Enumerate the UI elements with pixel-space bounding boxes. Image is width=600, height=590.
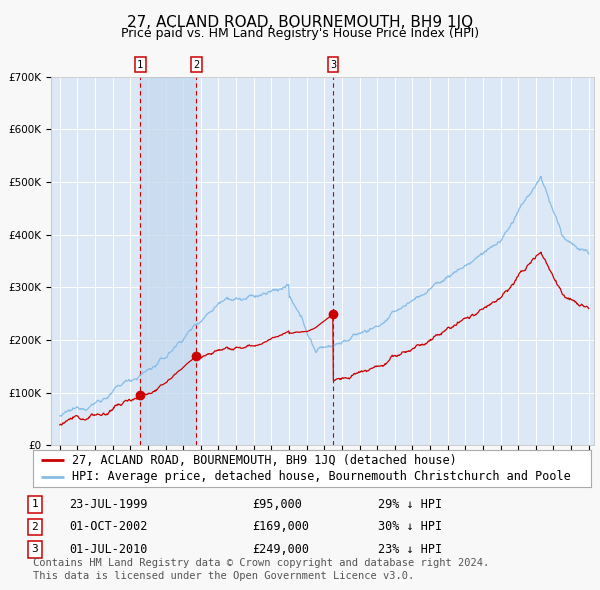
- Bar: [140, 77, 196, 445]
- Text: 2: 2: [193, 60, 200, 70]
- Text: 01-JUL-2010: 01-JUL-2010: [69, 543, 148, 556]
- Text: £169,000: £169,000: [252, 520, 309, 533]
- Text: 1: 1: [137, 60, 143, 70]
- Text: 30% ↓ HPI: 30% ↓ HPI: [378, 520, 442, 533]
- Text: 2: 2: [31, 522, 38, 532]
- Text: HPI: Average price, detached house, Bournemouth Christchurch and Poole: HPI: Average price, detached house, Bour…: [72, 470, 571, 483]
- Text: Contains HM Land Registry data © Crown copyright and database right 2024.: Contains HM Land Registry data © Crown c…: [33, 558, 489, 568]
- Text: £95,000: £95,000: [252, 498, 302, 511]
- Text: 23-JUL-1999: 23-JUL-1999: [69, 498, 148, 511]
- Text: 27, ACLAND ROAD, BOURNEMOUTH, BH9 1JQ (detached house): 27, ACLAND ROAD, BOURNEMOUTH, BH9 1JQ (d…: [72, 454, 457, 467]
- Text: 23% ↓ HPI: 23% ↓ HPI: [378, 543, 442, 556]
- Text: 1: 1: [31, 500, 38, 509]
- Text: 27, ACLAND ROAD, BOURNEMOUTH, BH9 1JQ: 27, ACLAND ROAD, BOURNEMOUTH, BH9 1JQ: [127, 15, 473, 30]
- Text: £249,000: £249,000: [252, 543, 309, 556]
- Text: This data is licensed under the Open Government Licence v3.0.: This data is licensed under the Open Gov…: [33, 571, 414, 581]
- Text: Price paid vs. HM Land Registry's House Price Index (HPI): Price paid vs. HM Land Registry's House …: [121, 27, 479, 40]
- Text: 01-OCT-2002: 01-OCT-2002: [69, 520, 148, 533]
- Text: 29% ↓ HPI: 29% ↓ HPI: [378, 498, 442, 511]
- Text: 3: 3: [31, 545, 38, 554]
- Text: 3: 3: [330, 60, 336, 70]
